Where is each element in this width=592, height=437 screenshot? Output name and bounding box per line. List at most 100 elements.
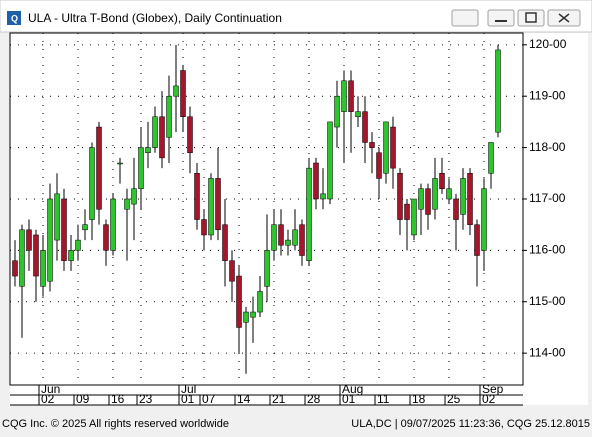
candle-body xyxy=(54,193,60,241)
candle-body xyxy=(404,203,410,220)
candle-body xyxy=(355,111,361,118)
footer-left: CQG Inc. © 2025 All rights reserved worl… xyxy=(2,418,229,430)
candle-body xyxy=(390,126,396,169)
candle-body xyxy=(201,219,207,236)
candle-body xyxy=(271,224,277,251)
candle-body xyxy=(187,116,193,153)
x-tick-label: 25 xyxy=(447,392,461,406)
candle-body xyxy=(173,85,179,97)
app-icon-glyph: Q xyxy=(11,13,18,23)
candle-body xyxy=(264,250,270,287)
candle-body xyxy=(453,198,459,220)
candle-body xyxy=(229,260,235,282)
x-tick-label: 23 xyxy=(139,392,153,406)
candle-body xyxy=(467,173,473,225)
y-tick-label: 115-00 xyxy=(529,294,566,308)
month-label: Sep xyxy=(482,382,504,396)
candle-body xyxy=(236,275,242,328)
candle-body xyxy=(257,291,263,313)
candle-body xyxy=(12,260,18,277)
candle-body xyxy=(68,250,74,261)
candle-body xyxy=(376,152,382,179)
month-label: Jul xyxy=(181,382,196,396)
candle-body xyxy=(208,178,214,236)
candle-body xyxy=(495,49,501,133)
candle-body xyxy=(383,121,389,174)
candle-body xyxy=(327,121,333,200)
candle-body xyxy=(341,80,347,112)
candle-body xyxy=(222,224,228,261)
candle-body xyxy=(250,311,256,318)
y-tick-label: 114-00 xyxy=(529,345,566,359)
candle-body xyxy=(194,173,200,220)
maximize-button[interactable] xyxy=(517,9,545,27)
y-tick-label: 120-00 xyxy=(529,37,567,51)
x-tick-label: 02 xyxy=(41,392,55,406)
candle-body xyxy=(152,116,158,148)
candle-body xyxy=(418,188,424,210)
candle-body xyxy=(131,188,137,205)
candle-body xyxy=(19,229,25,287)
candle-body xyxy=(278,224,284,246)
y-tick-label: 119-00 xyxy=(529,88,566,102)
app-icon xyxy=(7,11,21,25)
candle-body xyxy=(180,70,186,118)
candle-body xyxy=(124,198,130,210)
candle-body xyxy=(89,147,95,220)
x-tick-label: 11 xyxy=(377,392,390,406)
y-tick-label: 118-00 xyxy=(529,140,566,154)
candle-body xyxy=(432,178,438,210)
candle-body xyxy=(299,224,305,256)
candle-body xyxy=(40,250,46,287)
candle-body xyxy=(425,188,431,215)
candle-body xyxy=(397,173,403,220)
plot-border xyxy=(9,32,524,386)
candle-body xyxy=(439,173,445,189)
x-tick-label: 28 xyxy=(307,392,321,406)
candle-body xyxy=(362,111,368,143)
candle-body xyxy=(488,142,494,174)
candle-body xyxy=(33,234,39,277)
maximize-glyph xyxy=(525,12,537,23)
x-tick-label: 01 xyxy=(181,392,195,406)
minimize-button[interactable] xyxy=(487,9,515,27)
candle-body xyxy=(138,147,144,189)
window-title: ULA - Ultra T-Bond (Globex), Daily Conti… xyxy=(28,11,282,25)
x-tick-label: 16 xyxy=(111,392,125,406)
x-tick-label: 21 xyxy=(272,392,286,406)
candle-body xyxy=(481,188,487,251)
candle-body xyxy=(243,311,249,323)
x-tick-label: 07 xyxy=(202,392,216,406)
month-label: Jun xyxy=(41,382,60,396)
candle-body xyxy=(61,198,67,261)
candle-body xyxy=(166,95,172,138)
candle-body xyxy=(369,142,375,148)
link-button[interactable] xyxy=(451,9,479,27)
candle-body xyxy=(292,229,298,246)
candle-body xyxy=(320,193,326,200)
x-tick-label: 09 xyxy=(76,392,90,406)
candle-body xyxy=(26,229,32,251)
close-glyph xyxy=(558,13,570,23)
candle-body xyxy=(75,239,81,251)
x-tick-label: 01 xyxy=(342,392,356,406)
candle-body xyxy=(348,80,354,112)
candle-body xyxy=(215,178,221,231)
candle-body xyxy=(313,162,319,200)
x-tick-label: 14 xyxy=(237,392,251,406)
candle-body xyxy=(117,162,123,165)
candle-body xyxy=(96,126,102,210)
candle-body xyxy=(145,147,151,153)
candle-body xyxy=(334,95,340,128)
y-tick-label: 117-00 xyxy=(529,191,566,205)
candle-body xyxy=(82,224,88,231)
month-label: Aug xyxy=(342,382,363,396)
candle-body xyxy=(411,198,417,236)
candle-body xyxy=(446,188,452,200)
candle-body xyxy=(306,167,312,261)
candle-body xyxy=(474,224,480,256)
x-tick-label: 02 xyxy=(482,392,496,406)
y-tick-label: 116-00 xyxy=(529,243,566,257)
